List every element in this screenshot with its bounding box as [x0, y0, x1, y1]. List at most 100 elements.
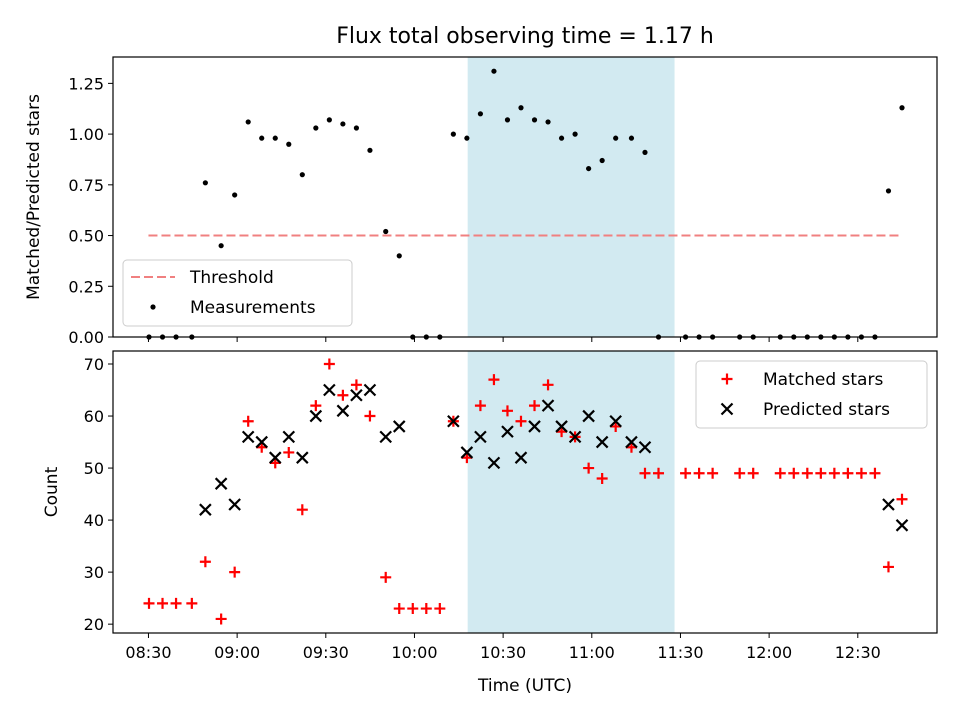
matched-star-point: [350, 379, 362, 391]
legend-predicted-label: Predicted stars: [763, 400, 890, 420]
measurement-point: [340, 121, 346, 127]
legend-box: [122, 259, 353, 327]
legend-box: [695, 360, 928, 429]
matched-star-point: [639, 467, 651, 479]
measurement-point: [396, 253, 402, 259]
measurement-point: [326, 117, 332, 123]
bottom-legend: Matched stars Predicted stars: [695, 360, 928, 429]
measurement-point: [558, 135, 565, 141]
matched-star-point: [515, 415, 527, 427]
y-tick-label: 0.25: [68, 277, 104, 296]
matched-star-point: [170, 597, 182, 609]
measurement-point: [491, 68, 497, 74]
measurement-point: [450, 131, 456, 137]
matched-star-point: [296, 504, 308, 516]
measurement-point: [504, 117, 511, 123]
top-plot-frame: [112, 56, 938, 338]
matched-star-point: [488, 374, 500, 386]
predicted-star-point: [241, 430, 255, 444]
predicted-star-point: [625, 435, 638, 449]
matched-star-point: [199, 556, 211, 568]
matched-star-point: [842, 467, 854, 479]
top-x-axis-ticks: [147, 337, 859, 342]
bottom-y-axis-ticks: 20 30 40 50 60 70: [84, 355, 113, 634]
y-tick-label: 60: [84, 407, 104, 426]
measurement-point: [383, 228, 389, 235]
matched-star-point: [380, 571, 392, 583]
y-tick-label: 1.25: [68, 74, 104, 93]
y-tick-label: 50: [84, 459, 104, 478]
legend-threshold-label: Threshold: [189, 268, 274, 288]
matched-star-point: [501, 405, 513, 417]
matched-star-point: [869, 467, 881, 479]
bottom-panel: 20 30 40 50 60 70 08:30 09:00 09:30 10:00 10:30 11…: [42, 350, 938, 696]
predicted-star-point: [595, 435, 609, 449]
measurement-point: [599, 157, 605, 164]
y-tick-label: 70: [84, 355, 104, 374]
matched-star-point: [242, 415, 254, 427]
matched-star-point: [529, 400, 541, 412]
measurement-point: [202, 180, 208, 186]
matched-star-point: [542, 379, 554, 391]
predicted-star-point: [214, 477, 228, 490]
bottom-x-axis-ticks: 08:30 09:00 09:30 10:00 10:30 11:00 11:30 12:00…: [125, 633, 881, 662]
predicted-star-point: [638, 440, 652, 454]
predicted-star-point: [255, 435, 269, 449]
bottom-highlight-span: [467, 351, 675, 633]
measurement-point: [232, 192, 238, 198]
y-tick-label: 0.75: [68, 176, 104, 195]
x-tick-label: 09:30: [303, 643, 349, 662]
predicted-star-point: [460, 446, 474, 459]
x-tick-label: 10:00: [391, 643, 437, 662]
legend-measurements-swatch: [150, 304, 156, 310]
legend-matched-label: Matched stars: [763, 370, 883, 390]
predicted-star-point: [268, 451, 282, 464]
predicted-star-point: [228, 498, 241, 511]
measurement-point: [299, 172, 305, 178]
legend-predicted-swatch: [720, 402, 734, 416]
matched-star-point: [323, 358, 335, 370]
y-tick-label: 1.00: [68, 125, 104, 144]
matched-star-point: [801, 467, 813, 479]
measurement-point: [477, 111, 484, 117]
matched-star-point: [215, 613, 227, 625]
measurement-point: [899, 105, 905, 111]
predicted-star-point: [568, 430, 582, 444]
count-points: [143, 358, 909, 625]
predicted-star-point: [447, 414, 460, 428]
top-y-axis-ticks: 0.00 0.25 0.50 0.75 1.00 1.25: [68, 74, 113, 347]
matched-star-point: [815, 467, 827, 479]
predicted-star-point: [199, 503, 212, 516]
measurement-point: [313, 125, 319, 131]
predicted-star-point: [379, 430, 392, 444]
x-tick-label: 12:00: [746, 643, 792, 662]
predicted-star-point: [336, 404, 350, 418]
matched-star-point: [393, 603, 405, 615]
matched-star-point: [747, 467, 759, 479]
predicted-star-point: [541, 399, 555, 412]
matched-star-point: [229, 566, 241, 578]
predicted-star-point: [363, 383, 377, 397]
matched-star-point: [474, 400, 486, 412]
predicted-star-point: [501, 425, 514, 438]
matched-star-point: [734, 467, 746, 479]
predicted-star-point: [392, 420, 406, 433]
matched-star-point: [310, 400, 322, 412]
predicted-star-point: [296, 451, 309, 464]
matched-star-point: [364, 410, 376, 422]
top-legend: Threshold Measurements: [122, 259, 353, 327]
matched-star-point: [407, 603, 419, 615]
chart-title: Flux total observing time = 1.17 h: [336, 24, 714, 49]
measurement-point: [518, 105, 524, 111]
measurement-point: [628, 135, 635, 141]
matched-star-point: [788, 467, 800, 479]
bottom-plot-frame: [112, 350, 938, 634]
matched-star-point: [337, 389, 349, 401]
predicted-star-point: [474, 430, 487, 444]
predicted-star-point: [309, 409, 323, 423]
top-panel: Flux total observing time = 1.17 h 0.000…: [24, 24, 938, 347]
predicted-star-point: [895, 519, 909, 532]
matched-star-point: [693, 467, 705, 479]
predicted-star-point: [487, 456, 501, 470]
measurement-point: [613, 135, 619, 141]
